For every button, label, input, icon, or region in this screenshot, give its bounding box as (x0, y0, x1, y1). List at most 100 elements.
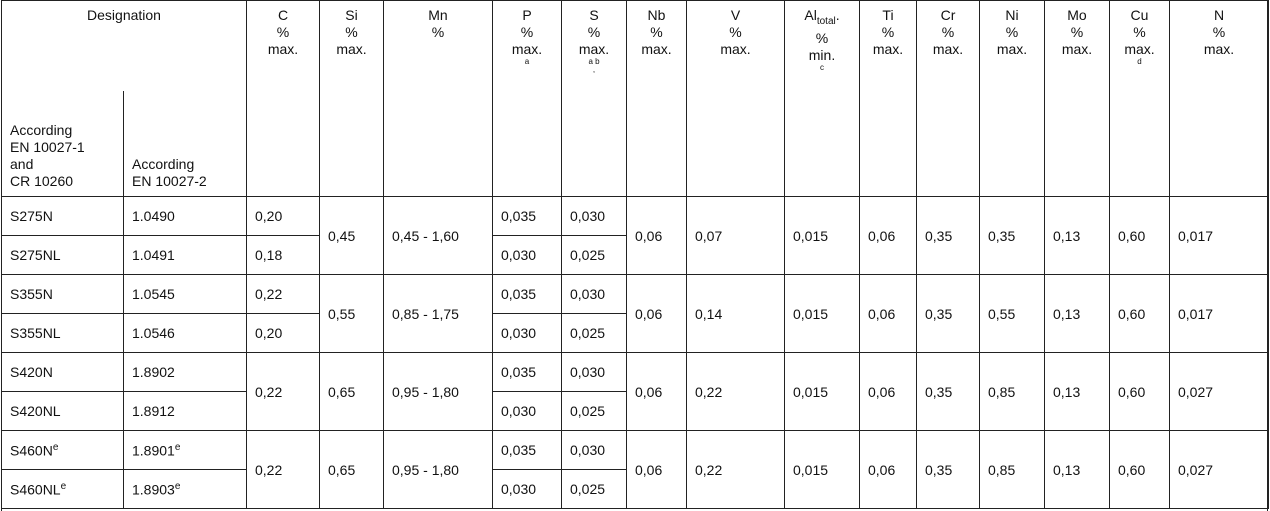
limit: max. (1061, 41, 1093, 57)
value: 0,015 (784, 430, 860, 509)
element-symbol: V (695, 7, 776, 24)
note: e (60, 480, 67, 492)
element-symbol: S (570, 7, 618, 24)
steel-name: S460NLe (1, 469, 124, 509)
element-symbol: P (501, 7, 553, 24)
symbol: Nb (647, 7, 666, 23)
value: 0,13 (1044, 274, 1110, 353)
value: 0,85 - 1,75 (383, 274, 493, 353)
value: 0,06 (626, 274, 687, 353)
element-header: Cr% max. (916, 0, 980, 197)
name: S460N (10, 442, 53, 459)
unit: % (881, 24, 895, 40)
steel-number: 1.0490 (123, 196, 247, 236)
limit: max. (932, 41, 964, 57)
symbol: Ni (1005, 7, 1019, 23)
value: 0,14 (686, 274, 785, 353)
value: 0,45 (319, 196, 384, 275)
subscript: total (816, 15, 836, 27)
value: 0,035 (492, 352, 562, 392)
designation-subheader: According EN 10027-1 and CR 10260 (1, 90, 124, 197)
element-header: Nb% max. (626, 0, 687, 197)
element-header: Mn% (383, 0, 493, 197)
unit: % (520, 24, 534, 40)
element-symbol: Cr (925, 7, 971, 24)
value: 0,030 (492, 313, 562, 353)
value: 0,025 (561, 313, 627, 353)
value: 0,35 (916, 430, 980, 509)
footnote: a (524, 57, 530, 66)
value: 0,13 (1044, 196, 1110, 275)
element-header: Ti% max. (859, 0, 917, 197)
limit: max. (1203, 41, 1235, 57)
header-row: According EN 10027-1 and CR 10260 Accordi… (1, 90, 1269, 197)
limit: min. (808, 46, 836, 63)
element-header: V% max. (686, 0, 785, 197)
value: 0,13 (1044, 430, 1110, 509)
value: 0,45 - 1,60 (383, 196, 493, 275)
limit: max. (872, 41, 904, 57)
number: 1.0546 (132, 325, 175, 341)
value: 0,20 (246, 196, 320, 236)
value: 0,65 (319, 352, 384, 431)
value: 0,025 (561, 391, 627, 431)
value: 0,55 (319, 274, 384, 353)
unit: % (1005, 24, 1019, 40)
number: 1.8901 (132, 442, 175, 459)
value: 0,35 (979, 196, 1045, 275)
element-symbol: Cu (1118, 7, 1161, 24)
unit: % (276, 24, 290, 40)
data-row: S460NLe 1.8903e 0,030 0,025 (1, 469, 1269, 509)
symbol: N (1213, 7, 1225, 23)
symbol: Al (804, 7, 817, 23)
number: 1.0491 (132, 247, 175, 263)
value: 0,027 (1169, 430, 1269, 509)
value: 0,030 (561, 352, 627, 392)
steel-number: 1.0545 (123, 274, 247, 314)
value: 0,035 (492, 274, 562, 314)
value: 0,06 (859, 352, 917, 431)
value: 0,030 (492, 391, 562, 431)
element-header: C% max. (246, 0, 320, 197)
unit: % (815, 29, 829, 46)
value: 0,85 (979, 430, 1045, 509)
steel-number: 1.8902 (123, 352, 247, 392)
element-symbol: C (255, 7, 311, 24)
element-symbol: Ni (988, 7, 1036, 24)
name: S355NL (10, 325, 61, 341)
value: 0,22 (246, 352, 320, 431)
element-header: Cu% max. d (1109, 0, 1170, 197)
unit: % (729, 24, 742, 40)
symbol: Cu (1130, 7, 1149, 23)
value: 0,025 (561, 235, 627, 275)
limit: max. (578, 41, 610, 57)
number: 1.8912 (132, 403, 175, 419)
value: 0,07 (686, 196, 785, 275)
element-symbol: N (1178, 7, 1260, 24)
value: 0,030 (561, 196, 627, 236)
number: 1.0490 (132, 208, 175, 224)
designation-header: Designation (1, 0, 247, 91)
value: 0,025 (561, 469, 627, 509)
name: S420NL (10, 403, 61, 419)
value: 0,06 (859, 196, 917, 275)
symbol: P (522, 7, 532, 23)
name: S275N (10, 208, 53, 224)
symbol: Ti (882, 7, 894, 23)
footnote: d (1137, 57, 1142, 66)
note: e (52, 441, 59, 453)
value: 0,95 - 1,80 (383, 430, 493, 509)
element-symbol: Altotal. (793, 7, 851, 30)
value: 0,85 (979, 352, 1045, 431)
limit: max. (720, 41, 751, 57)
data-row: S420N 1.8902 0,22 0,65 0,95 - 1,80 0,035 0,030… (1, 352, 1269, 431)
value: 0,22 (686, 430, 785, 509)
value: 0,030 (561, 274, 627, 314)
element-header: Mo% max. (1044, 0, 1110, 197)
data-row: S275NL 1.0491 0,18 0,030 0,025 (1, 235, 1269, 275)
value: 0,60 (1109, 430, 1170, 509)
steel-number: 1.0546 (123, 313, 247, 353)
limit: max. (641, 41, 672, 57)
value: 0,030 (492, 235, 562, 275)
